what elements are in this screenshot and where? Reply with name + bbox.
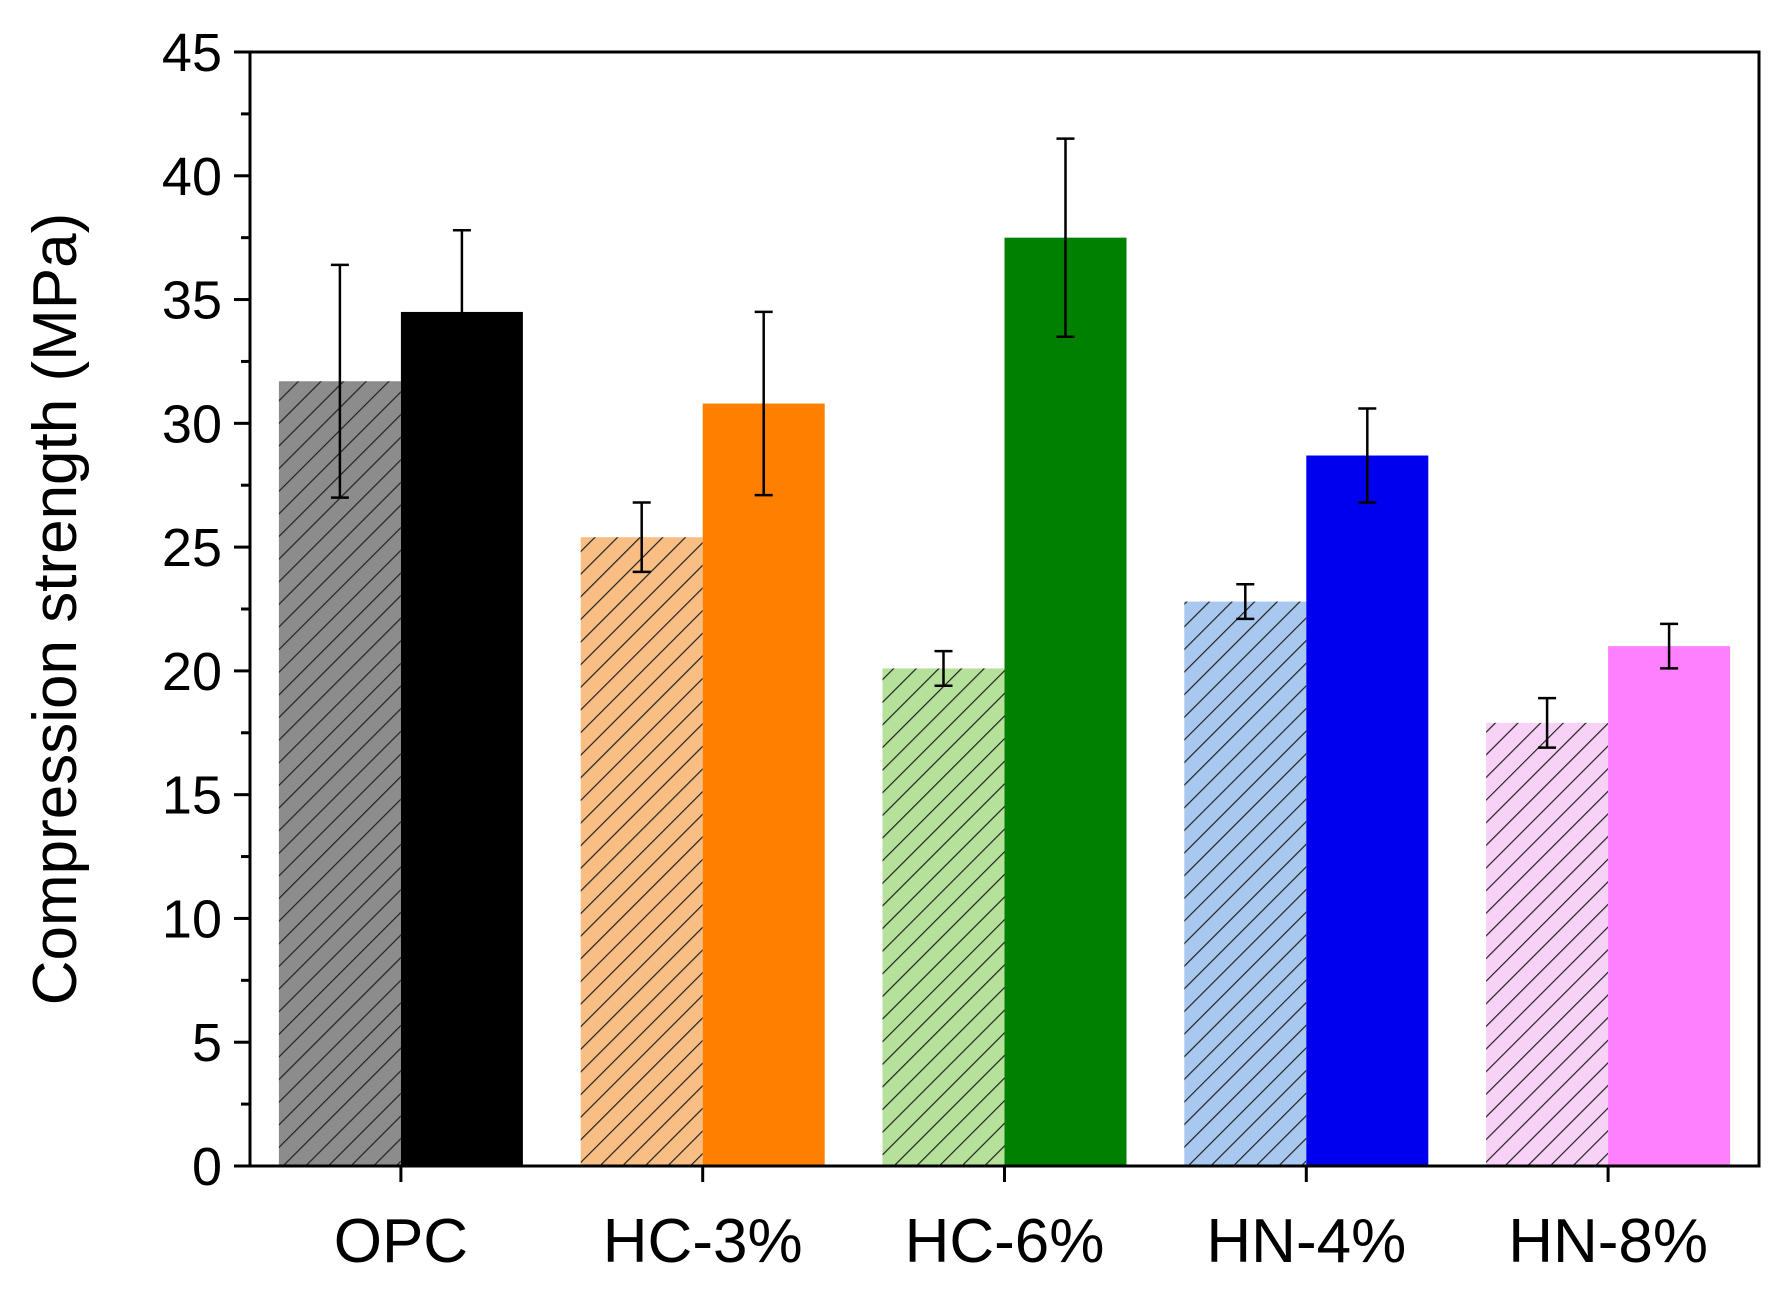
y-tick-label: 25: [162, 518, 222, 578]
y-tick-label: 30: [162, 394, 222, 454]
y-tick-label: 35: [162, 271, 222, 331]
y-tick-label: 10: [162, 889, 222, 949]
x-axis: OPC HC-3% HC-6% HN-4% HN-8%: [334, 1166, 1708, 1276]
bar-opc-hatched: [278, 381, 401, 1166]
error-bars: [330, 137, 1679, 749]
x-tick-label: HN-4%: [1206, 1207, 1406, 1276]
x-tick-label: HC-6%: [905, 1207, 1105, 1276]
y-axis-title: Compression strength (MPa): [21, 213, 90, 1006]
bar-hc-6pct-solid: [1004, 237, 1127, 1166]
y-tick-label: 20: [162, 642, 222, 702]
y-tick-label: 40: [162, 147, 222, 207]
y-axis: 0 5 10 15 20 25 30 35 40 45: [162, 23, 250, 1197]
bar-hc-3pct-solid: [702, 403, 825, 1166]
x-tick-label: HN-8%: [1508, 1207, 1708, 1276]
bar-opc-solid: [400, 311, 523, 1166]
x-tick-label: OPC: [334, 1207, 468, 1276]
y-tick-label: 5: [192, 1013, 222, 1073]
bar-hn-8pct-solid: [1608, 646, 1731, 1166]
bars: [278, 237, 1731, 1166]
bar-hc-3pct-hatched: [580, 537, 703, 1166]
bar-hn-4pct-solid: [1306, 455, 1429, 1166]
bar-hc-6pct-hatched: [882, 668, 1005, 1166]
bar-hn-8pct-hatched: [1486, 722, 1609, 1166]
y-tick-label: 15: [162, 766, 222, 826]
y-tick-label: 45: [162, 23, 222, 83]
y-tick-label: 0: [192, 1137, 222, 1197]
bar-hn-4pct-hatched: [1184, 601, 1307, 1166]
x-tick-label: HC-3%: [603, 1207, 803, 1276]
